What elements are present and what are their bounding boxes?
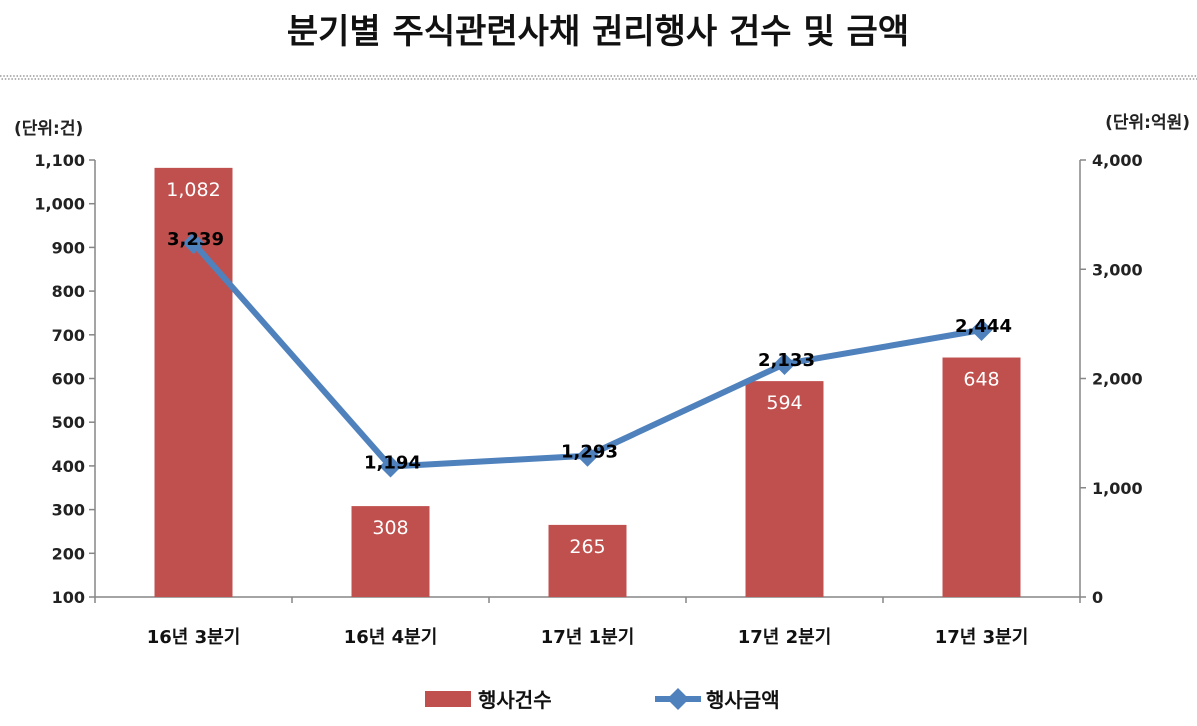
line-point-diamond	[773, 352, 796, 375]
y2-tick-label: 4,000	[1092, 151, 1143, 170]
legend-swatch-amount-diamond-icon	[667, 688, 689, 710]
line-point-diamond	[576, 444, 599, 467]
line-value-label: 2,444	[955, 316, 1012, 337]
y-tick-label: 1,100	[34, 151, 85, 170]
y-tick-label: 400	[52, 457, 85, 476]
line-point-diamond	[379, 455, 402, 478]
y-axis-unit-label: (단위:건)	[14, 119, 83, 139]
legend: 행사건수 행사금액	[425, 688, 780, 712]
y2-tick-label: 1,000	[1092, 479, 1143, 498]
x-tick-label: 17년 1분기	[541, 627, 635, 648]
y-axis-left: 100 200 300 400 500 600 700 800 900 1,000 1,100	[34, 151, 96, 607]
x-axis: 16년 3분기 16년 4분기 17년 1분기 17년 2분기 17년 3분기	[94, 596, 1081, 648]
y2-tick-label: 2,000	[1092, 370, 1143, 389]
line-value-label: 3,239	[167, 229, 224, 250]
bar-value-label: 1,082	[166, 179, 220, 201]
bar	[745, 381, 824, 597]
y2-tick-label: 3,000	[1092, 260, 1143, 279]
y-tick-label: 700	[52, 326, 85, 345]
y2-tick-label: 0	[1092, 588, 1103, 607]
line-point-diamond	[182, 232, 205, 255]
bar-value-label: 648	[963, 369, 999, 391]
chart-title: 분기별 주식관련사채 권리행사 건수 및 금액	[287, 12, 909, 52]
bar	[548, 524, 627, 597]
y-tick-label: 100	[52, 588, 85, 607]
legend-label-count: 행사건수	[478, 688, 552, 712]
y-tick-label: 600	[52, 370, 85, 389]
line-point-diamond	[970, 318, 993, 341]
bar	[351, 506, 430, 597]
bar-value-label: 265	[569, 536, 605, 558]
line-value-label: 1,194	[364, 453, 421, 474]
bar-value-label: 308	[372, 517, 408, 539]
legend-swatch-count	[425, 691, 471, 707]
line-series-amount: 3,239 1,194 1,293 2,133 2,444	[167, 229, 1012, 478]
legend-label-amount: 행사금액	[706, 688, 780, 712]
y-tick-label: 500	[52, 413, 85, 432]
y2-axis-unit-label: (단위:억원)	[1105, 113, 1190, 133]
x-tick-label: 16년 3분기	[147, 627, 241, 648]
bar	[942, 357, 1021, 597]
y-tick-label: 1,000	[34, 195, 85, 214]
title-separator	[0, 75, 1197, 80]
x-tick-label: 17년 3분기	[935, 627, 1029, 648]
y-tick-label: 200	[52, 544, 85, 563]
x-tick-label: 17년 2분기	[738, 627, 832, 648]
bar-value-label: 594	[766, 392, 802, 414]
line-value-label: 1,293	[561, 442, 618, 463]
bar-series-count: 1,082 308 265 594 648	[154, 167, 1021, 597]
line-value-label: 2,133	[758, 350, 815, 371]
x-tick-label: 16년 4분기	[344, 627, 438, 648]
y-axis-right: 0 1,000 2,000 3,000 4,000	[1079, 151, 1143, 607]
y-tick-label: 800	[52, 282, 85, 301]
y-tick-label: 900	[52, 238, 85, 257]
amount-line	[190, 240, 985, 470]
y-tick-label: 300	[52, 501, 85, 520]
